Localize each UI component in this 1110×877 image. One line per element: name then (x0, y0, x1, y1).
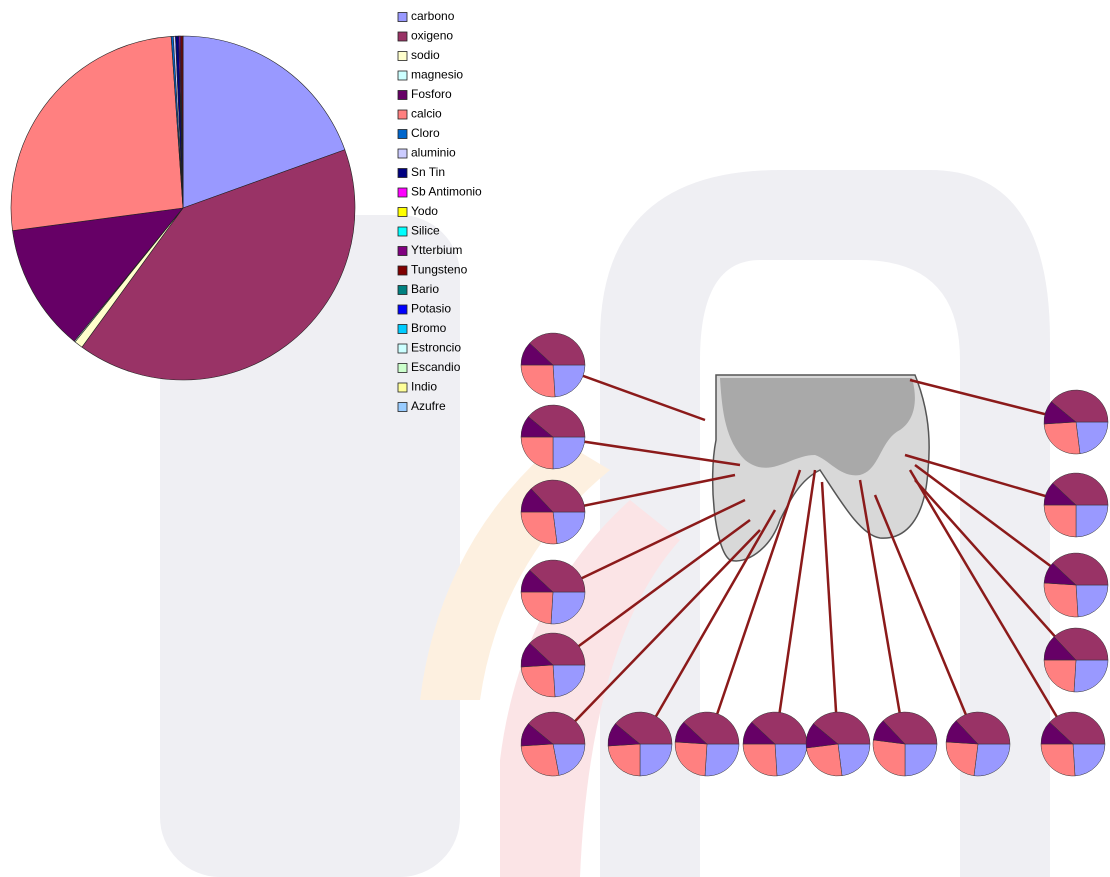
legend-label: Sn Tin (411, 165, 445, 179)
legend-label: Fosforo (411, 87, 452, 101)
legend-label: calcio (411, 107, 442, 121)
tooth-image (713, 375, 929, 561)
legend-swatch (398, 208, 407, 217)
legend-swatch (398, 149, 407, 158)
legend-swatch (398, 305, 407, 314)
small-pie-slice (1076, 585, 1108, 617)
legend-swatch (398, 247, 407, 256)
legend-label: Escandio (411, 360, 461, 374)
legend-swatch (398, 188, 407, 197)
legend-label: aluminio (411, 146, 456, 160)
legend-label: Yodo (411, 204, 438, 218)
small-pie-slice (905, 744, 937, 776)
small-pie-slice (1074, 660, 1108, 692)
pie-slice (11, 36, 183, 230)
legend-swatch (398, 266, 407, 275)
legend-swatch (398, 52, 407, 61)
legend-swatch (398, 325, 407, 334)
legend-label: Bario (411, 282, 439, 296)
legend-swatch (398, 32, 407, 41)
legend-swatch (398, 71, 407, 80)
small-pie-slice (946, 742, 978, 776)
legend-swatch (398, 403, 407, 412)
legend-label: Ytterbium (411, 243, 462, 257)
small-pie-slice (775, 744, 807, 776)
small-pie-slice (521, 365, 555, 397)
small-pie-slice (705, 744, 739, 776)
legend-swatch (398, 364, 407, 373)
legend-label: oxigeno (411, 29, 453, 43)
legend-label: Cloro (411, 126, 440, 140)
legend-swatch (398, 169, 407, 178)
legend-label: Silice (411, 224, 440, 238)
legend-label: carbono (411, 9, 455, 23)
legend-label: Potasio (411, 302, 451, 316)
legend-label: Tungsteno (411, 263, 468, 277)
small-pie-slice (838, 744, 870, 776)
legend-label: Bromo (411, 321, 447, 335)
small-pie-slice (521, 592, 553, 624)
connector-line (822, 482, 838, 744)
small-pie-slice (553, 365, 585, 397)
chart: carbono oxigeno sodio magnesio Fosforo calcio… (0, 0, 1110, 877)
legend-swatch (398, 227, 407, 236)
legend-label: sodio (411, 48, 440, 62)
legend-swatch (398, 286, 407, 295)
legend-label: Estroncio (411, 341, 461, 355)
legend-swatch (398, 383, 407, 392)
small-pie-slice (873, 740, 905, 776)
legend-label: Sb Antimonio (411, 185, 482, 199)
small-pie-slice (1073, 744, 1105, 776)
small-pie-slice (1076, 422, 1108, 454)
legend-swatch (398, 13, 407, 22)
legend-swatch (398, 130, 407, 139)
small-pie-slice (806, 744, 842, 776)
legend-swatch (398, 91, 407, 100)
small-pie-slice (743, 744, 777, 776)
legend-swatch (398, 344, 407, 353)
legend-swatch (398, 110, 407, 119)
legend-label: magnesio (411, 68, 463, 82)
legend-label: Indio (411, 380, 437, 394)
small-pie-slice (1076, 505, 1108, 537)
small-pie-slice (521, 437, 553, 469)
small-pie-slice (553, 512, 585, 544)
legend-label: Azufre (411, 399, 446, 413)
